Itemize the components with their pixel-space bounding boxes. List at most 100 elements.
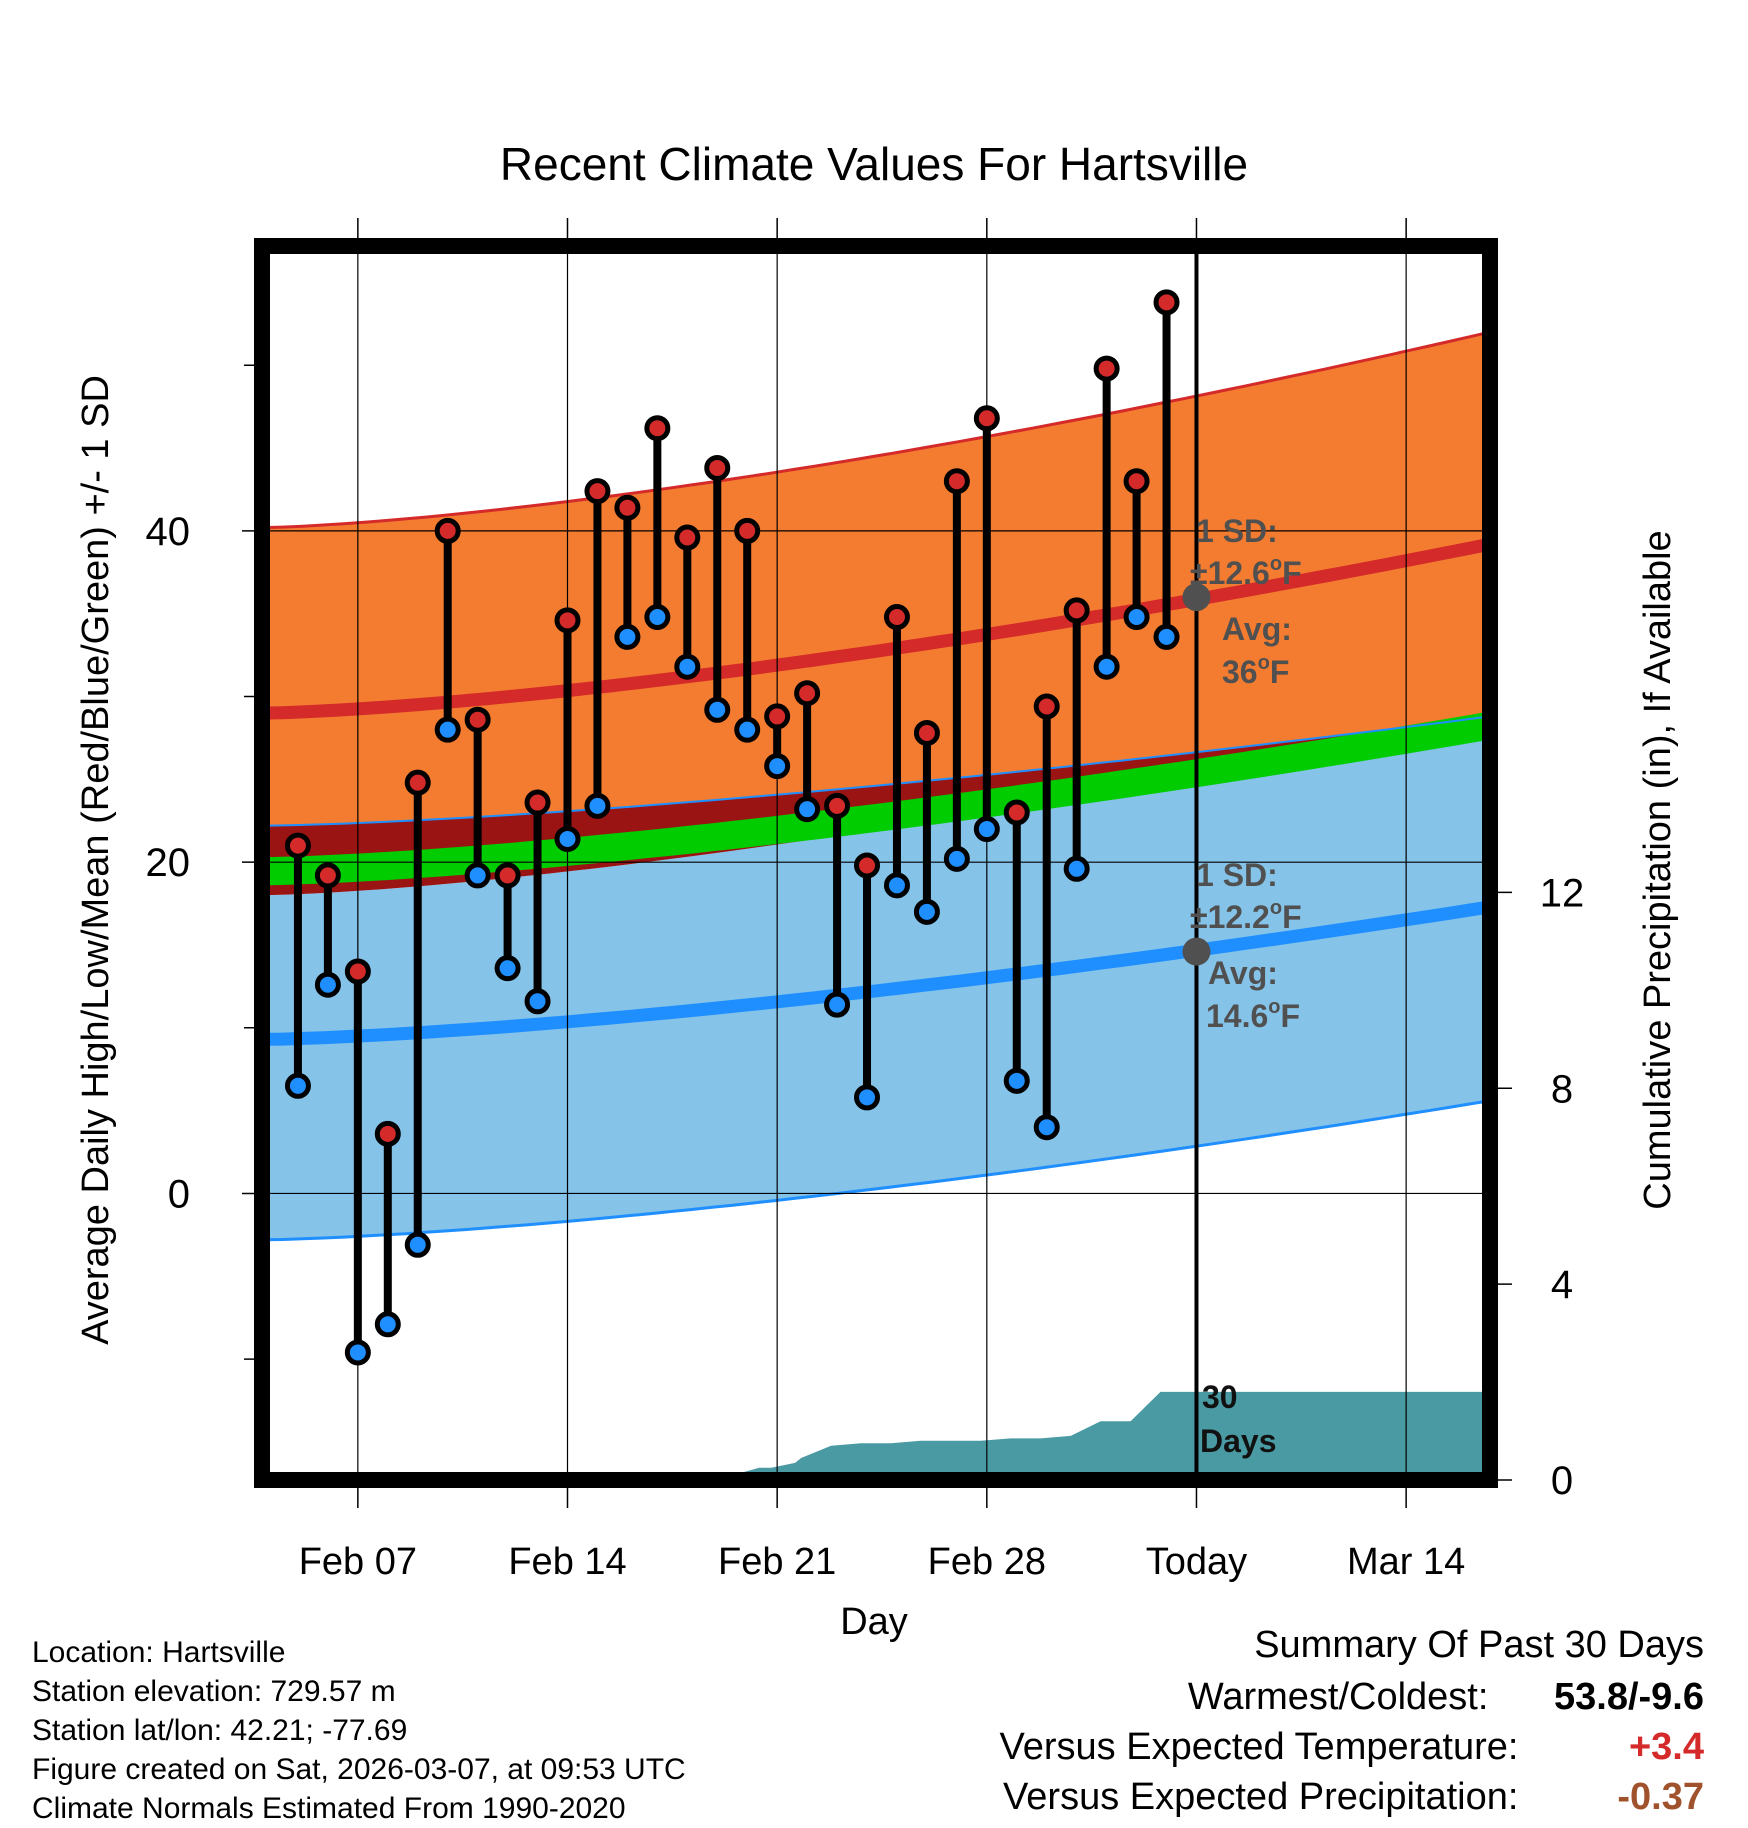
daily-low-point [794, 796, 821, 823]
y-axis-right: 0 4 8 12 [1490, 871, 1584, 1503]
x-axis: Feb 07 Feb 14 Feb 21 Feb 28 Today Mar 14 [299, 218, 1465, 1583]
chart-title: Recent Climate Values For Hartsville [500, 138, 1248, 190]
daily-high-point [644, 415, 671, 442]
daily-low-point [494, 955, 521, 982]
summary-precip-row: Versus Expected Precipitation: -0.37 [1003, 1778, 1704, 1816]
daily-low-point [883, 872, 910, 899]
info-elevation: Station elevation: 729.57 m [32, 1675, 396, 1708]
daily-high-point [704, 454, 731, 481]
plot-area: 1 SD: ±12.6oF Avg: 36oF 1 SD: ±12.2oF Avg: 14.6… [262, 246, 1490, 1480]
daily-high-point [1003, 799, 1030, 826]
daily-high-point [1153, 289, 1180, 316]
daily-high-point [404, 769, 431, 796]
y-left-tick-label: 20 [146, 841, 191, 885]
daily-low-point [314, 971, 341, 998]
daily-high-point [1123, 468, 1150, 495]
daily-high-point [464, 706, 491, 733]
y-left-tick-label: 40 [146, 510, 191, 554]
daily-low-point [913, 898, 940, 925]
daily-low-point [524, 988, 551, 1015]
daily-high-point [284, 832, 311, 859]
daily-high-point [913, 719, 940, 746]
daily-low-point [374, 1311, 401, 1338]
info-normals: Climate Normals Estimated From 1990-2020 [32, 1792, 626, 1825]
daily-low-point [854, 1084, 881, 1111]
daily-high-point [554, 607, 581, 634]
daily-low-point [1033, 1114, 1060, 1141]
y-axis-right-label: Cumulative Precipitation (in), If Availa… [1637, 530, 1679, 1209]
x-tick-label: Today [1146, 1541, 1247, 1583]
daily-low-point [404, 1231, 431, 1258]
daily-low-point [704, 696, 731, 723]
daily-low-point [434, 716, 461, 743]
y-axis-left: 0 20 40 [146, 364, 262, 1360]
low-avg-label: Avg: [1208, 955, 1278, 991]
x-tick-label: Feb 14 [508, 1541, 626, 1583]
daily-high-point [794, 680, 821, 707]
daily-low-point [1153, 623, 1180, 650]
summary-precip-label: Versus Expected Precipitation: [1003, 1776, 1519, 1818]
daily-high-point [1063, 597, 1090, 624]
daily-high-point [764, 703, 791, 730]
summary-warmest-label: Warmest/Coldest: [1187, 1676, 1489, 1718]
daily-high-point [614, 494, 641, 521]
info-created: Figure created on Sat, 2026-03-07, at 09… [32, 1753, 686, 1786]
daily-high-point [1093, 355, 1120, 382]
summary-temp-label: Versus Expected Temperature: [999, 1726, 1519, 1768]
daily-low-point [764, 753, 791, 780]
low-sd-value: ±12.2oF [1190, 897, 1302, 935]
low-avg-line [262, 900, 1490, 1046]
high-lower-line [262, 715, 1490, 827]
daily-high-point [1033, 693, 1060, 720]
x-tick-label: Feb 07 [299, 1541, 417, 1583]
daily-low-point [824, 991, 851, 1018]
daily-high-point [494, 862, 521, 889]
days-label-number: 30 [1202, 1379, 1238, 1415]
daily-high-point [524, 789, 551, 816]
low-lower-line [262, 1099, 1490, 1242]
daily-high-point [344, 958, 371, 985]
daily-low-point [614, 623, 641, 650]
x-tick-label: Mar 14 [1347, 1541, 1465, 1583]
summary-temp-value: +3.4 [1628, 1726, 1704, 1768]
y-right-tick-label: 4 [1551, 1263, 1573, 1307]
daily-high-point [734, 517, 761, 544]
daily-high-point [674, 524, 701, 551]
summary-temp-row: Versus Expected Temperature: +3.4 [1000, 1728, 1704, 1766]
daily-high-point [943, 468, 970, 495]
daily-high-point [854, 852, 881, 879]
y-axis-left-label: Average Daily High/Low/Mean (Red/Blue/Gr… [75, 375, 117, 1345]
daily-low-point [554, 825, 581, 852]
info-latlon: Station lat/lon: 42.21; -77.69 [32, 1714, 408, 1747]
daily-low-point [1063, 855, 1090, 882]
daily-high-point [824, 792, 851, 819]
daily-high-point [374, 1120, 401, 1147]
x-tick-label: Feb 28 [928, 1541, 1046, 1583]
y-right-tick-label: 0 [1551, 1459, 1573, 1503]
y-right-tick-label: 12 [1540, 871, 1585, 915]
daily-high-point [973, 405, 1000, 432]
low-avg-value: 14.6oF [1206, 996, 1300, 1034]
daily-low-point [1093, 653, 1120, 680]
precipitation-area [262, 1391, 1490, 1480]
daily-low-point [1003, 1067, 1030, 1094]
daily-low-point [464, 862, 491, 889]
summary-warmest-value: 53.8/-9.6 [1554, 1676, 1704, 1718]
daily-low-point [973, 816, 1000, 843]
days-label-text: Days [1200, 1423, 1277, 1459]
high-upper-line [262, 330, 1490, 530]
daily-low-point [1123, 604, 1150, 631]
daily-low-point [344, 1339, 371, 1366]
daily-low-point [734, 716, 761, 743]
y-left-tick-label: 0 [168, 1172, 190, 1216]
low-sd-label: 1 SD: [1196, 857, 1278, 893]
high-avg-label: Avg: [1222, 611, 1292, 647]
daily-low-point [284, 1072, 311, 1099]
daily-low-point [943, 845, 970, 872]
high-avg-value: 36oF [1222, 652, 1289, 690]
high-avg-line [262, 537, 1490, 720]
summary-precip-value: -0.37 [1617, 1776, 1704, 1818]
x-axis-label: Day [840, 1601, 908, 1643]
plot-frame [254, 238, 1498, 1488]
